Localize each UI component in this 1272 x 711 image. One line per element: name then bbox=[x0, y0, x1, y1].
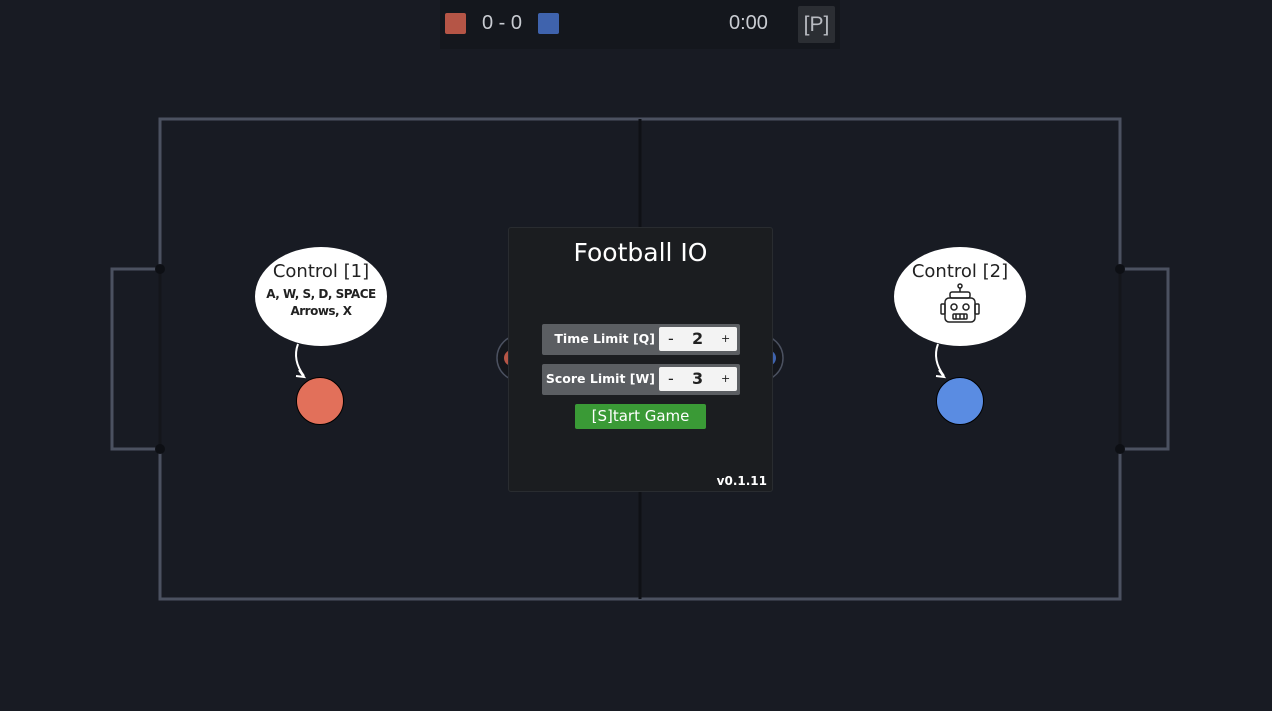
control-1-keys: A, W, S, D, SPACE Arrows, X bbox=[255, 286, 387, 320]
goal-post bbox=[155, 264, 165, 274]
score-limit-row: Score Limit [W] - 3 + bbox=[542, 364, 740, 395]
blue-team-swatch bbox=[538, 13, 559, 34]
time-limit-increment-button[interactable]: + bbox=[721, 332, 731, 345]
version-label: v0.1.11 bbox=[716, 474, 767, 488]
score-limit-label: Score Limit [W] bbox=[545, 371, 655, 386]
game-title: Football IO bbox=[573, 238, 708, 267]
time-limit-row: Time Limit [Q] - 2 + bbox=[542, 324, 740, 355]
goal-post bbox=[155, 444, 165, 454]
control-2-label: Control [2] bbox=[911, 261, 1009, 282]
player-1 bbox=[296, 377, 344, 425]
keys-line-1: A, W, S, D, SPACE bbox=[266, 287, 376, 301]
left-goal bbox=[110, 267, 160, 451]
goal-post bbox=[1115, 444, 1125, 454]
red-team-swatch bbox=[445, 13, 466, 34]
score-limit-increment-button[interactable]: + bbox=[721, 372, 731, 385]
pause-button[interactable]: [P] bbox=[798, 6, 835, 43]
game-menu: Football IO Time Limit [Q] - 2 + Score L… bbox=[508, 227, 773, 492]
player-2 bbox=[936, 377, 984, 425]
timer-text: 0:00 bbox=[729, 12, 768, 34]
time-limit-value: 2 bbox=[692, 329, 704, 348]
control-1-label: Control [1] bbox=[272, 261, 370, 282]
control-2-bubble: Control [2] bbox=[894, 247, 1026, 346]
keys-line-2: Arrows, X bbox=[290, 304, 352, 318]
scoreboard bbox=[440, 0, 840, 49]
score-text: 0 - 0 bbox=[482, 12, 523, 34]
control-1-bubble: Control [1] A, W, S, D, SPACE Arrows, X bbox=[255, 247, 387, 346]
start-game-button[interactable]: [S]tart Game bbox=[575, 404, 706, 429]
goal-post bbox=[1115, 264, 1125, 274]
score-limit-value: 3 bbox=[692, 369, 704, 388]
time-limit-label: Time Limit [Q] bbox=[554, 331, 655, 346]
time-limit-decrement-button[interactable]: - bbox=[668, 329, 674, 348]
right-goal bbox=[1120, 267, 1170, 451]
robot-icon bbox=[940, 283, 980, 323]
score-limit-stepper[interactable]: - 3 + bbox=[659, 367, 737, 391]
score-limit-decrement-button[interactable]: - bbox=[668, 369, 674, 388]
time-limit-stepper[interactable]: - 2 + bbox=[659, 327, 737, 351]
